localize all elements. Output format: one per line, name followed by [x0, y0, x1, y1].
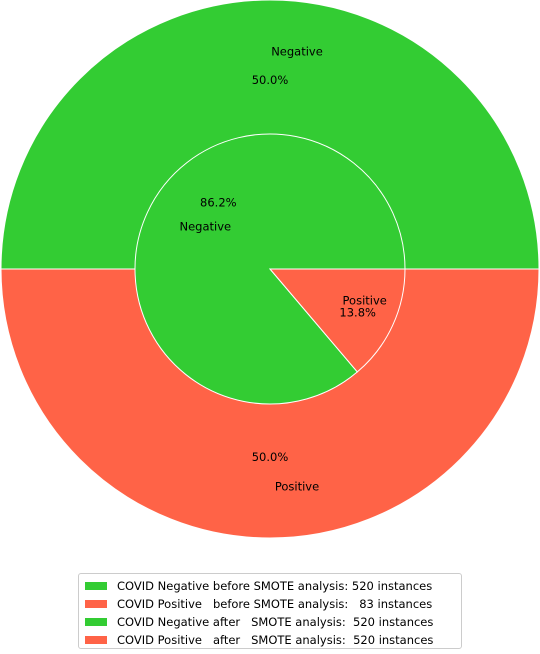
- inner-slice-positive: [268, 268, 406, 373]
- outer-label-positive: Positive: [275, 479, 319, 493]
- legend-label: COVID Negative before SMOTE analysis: 52…: [117, 579, 433, 593]
- legend-swatch: [85, 600, 107, 608]
- inner-pct-negative: 86.2%: [200, 195, 237, 209]
- legend-label: COVID Negative after SMOTE analysis: 520…: [117, 615, 434, 629]
- legend-swatch: [85, 636, 107, 644]
- inner-label-negative: Negative: [179, 219, 231, 233]
- outer-pct-negative: 50.0%: [252, 73, 289, 87]
- legend-item: COVID Negative before SMOTE analysis: 52…: [85, 577, 461, 595]
- legend-item: COVID Positive before SMOTE analysis: 83…: [85, 595, 461, 613]
- legend: COVID Negative before SMOTE analysis: 52…: [78, 573, 462, 649]
- outer-label-negative: Negative: [271, 45, 323, 59]
- pie-labels: Negative 50.0% Positive 50.0% Negative 86.2% P…: [179, 45, 386, 494]
- legend-swatch: [85, 618, 107, 626]
- legend-swatch: [85, 582, 107, 590]
- legend-item: COVID Negative after SMOTE analysis: 520…: [85, 613, 461, 631]
- inner-label-positive: Positive: [343, 294, 387, 308]
- legend-item: COVID Positive after SMOTE analysis: 520…: [85, 631, 461, 649]
- legend-label: COVID Positive after SMOTE analysis: 520…: [117, 633, 434, 647]
- inner-pct-positive: 13.8%: [339, 306, 376, 320]
- legend-label: COVID Positive before SMOTE analysis: 83…: [117, 597, 433, 611]
- pie-slices: [0, 0, 540, 539]
- outer-pct-positive: 50.0%: [252, 450, 289, 464]
